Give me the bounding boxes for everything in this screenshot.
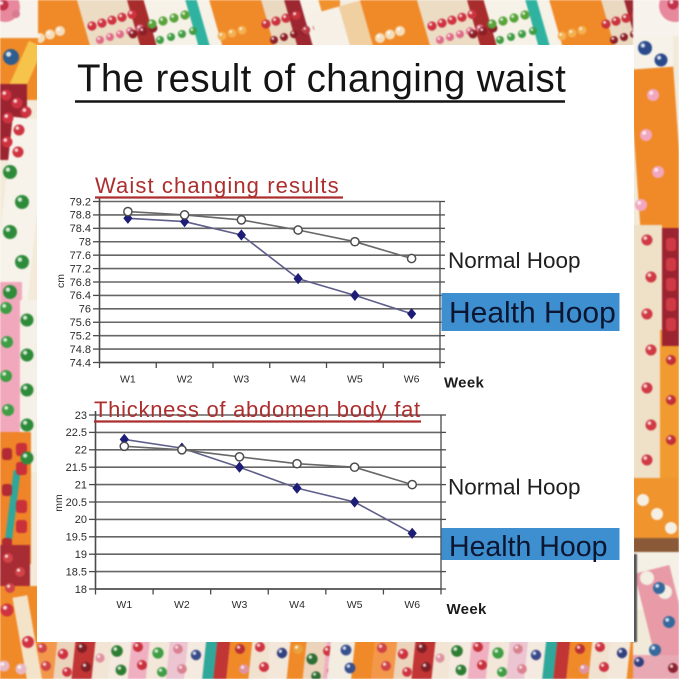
svg-text:78.8: 78.8 (70, 210, 91, 222)
svg-text:74.4: 74.4 (70, 357, 91, 369)
svg-text:76.8: 76.8 (70, 277, 91, 289)
svg-text:20.5: 20.5 (66, 497, 87, 509)
svg-text:W5: W5 (347, 374, 363, 386)
svg-text:W1: W1 (116, 599, 132, 611)
svg-text:77.6: 77.6 (70, 250, 91, 262)
svg-text:Thickness of abdomen body fat: Thickness of abdomen body fat (94, 397, 421, 422)
svg-text:W6: W6 (404, 599, 420, 611)
svg-text:W2: W2 (177, 374, 193, 386)
svg-text:W3: W3 (234, 374, 250, 386)
svg-text:The result of changing waist: The result of changing waist (77, 58, 566, 101)
svg-text:W6: W6 (404, 374, 420, 386)
svg-text:22: 22 (75, 445, 87, 457)
svg-text:74.8: 74.8 (70, 344, 91, 356)
svg-text:mm: mm (53, 494, 65, 512)
svg-text:76: 76 (79, 304, 91, 316)
svg-text:20: 20 (75, 514, 87, 526)
svg-text:W4: W4 (290, 374, 306, 386)
svg-text:W5: W5 (347, 599, 363, 611)
svg-text:W2: W2 (174, 599, 190, 611)
svg-text:79.2: 79.2 (70, 196, 91, 208)
svg-text:19: 19 (75, 549, 87, 561)
svg-text:75.6: 75.6 (70, 317, 91, 329)
svg-text:Normal Hoop: Normal Hoop (448, 475, 581, 500)
svg-text:18: 18 (75, 584, 87, 596)
svg-text:76.4: 76.4 (70, 290, 91, 302)
svg-text:Waist changing results: Waist changing results (95, 173, 340, 198)
svg-text:23: 23 (75, 410, 87, 422)
svg-text:Normal Hoop: Normal Hoop (448, 248, 581, 273)
svg-text:18.5: 18.5 (66, 566, 87, 578)
svg-text:W3: W3 (232, 599, 248, 611)
svg-text:78.4: 78.4 (70, 223, 91, 235)
svg-text:Health Hoop: Health Hoop (449, 531, 607, 563)
svg-text:22.5: 22.5 (66, 427, 87, 439)
svg-text:W4: W4 (289, 599, 305, 611)
svg-text:75.2: 75.2 (70, 330, 91, 342)
svg-text:cm: cm (55, 274, 67, 288)
svg-text:Week: Week (447, 601, 487, 618)
svg-text:77.2: 77.2 (70, 263, 91, 275)
svg-text:19.5: 19.5 (66, 532, 87, 544)
svg-text:21: 21 (75, 479, 87, 491)
svg-text:W1: W1 (120, 374, 136, 386)
svg-text:Health Hoop: Health Hoop (449, 297, 616, 330)
svg-text:78: 78 (79, 237, 91, 249)
svg-text:Week: Week (444, 375, 484, 392)
svg-text:21.5: 21.5 (66, 462, 87, 474)
